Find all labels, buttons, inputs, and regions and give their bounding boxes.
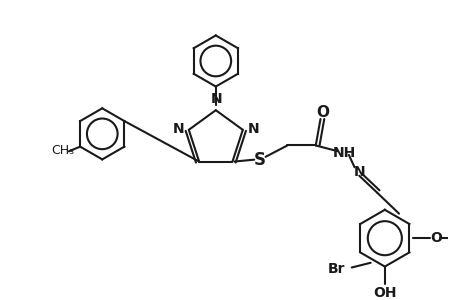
Text: NH: NH [332, 146, 355, 160]
Text: N: N [353, 165, 364, 179]
Text: S: S [253, 151, 265, 169]
Text: N: N [247, 122, 258, 136]
Text: Br: Br [327, 262, 345, 276]
Text: CH₃: CH₃ [51, 144, 74, 157]
Text: O: O [315, 105, 328, 120]
Text: N: N [211, 92, 222, 106]
Text: OH: OH [372, 286, 396, 300]
Text: N: N [172, 122, 184, 136]
Text: O: O [429, 231, 441, 245]
